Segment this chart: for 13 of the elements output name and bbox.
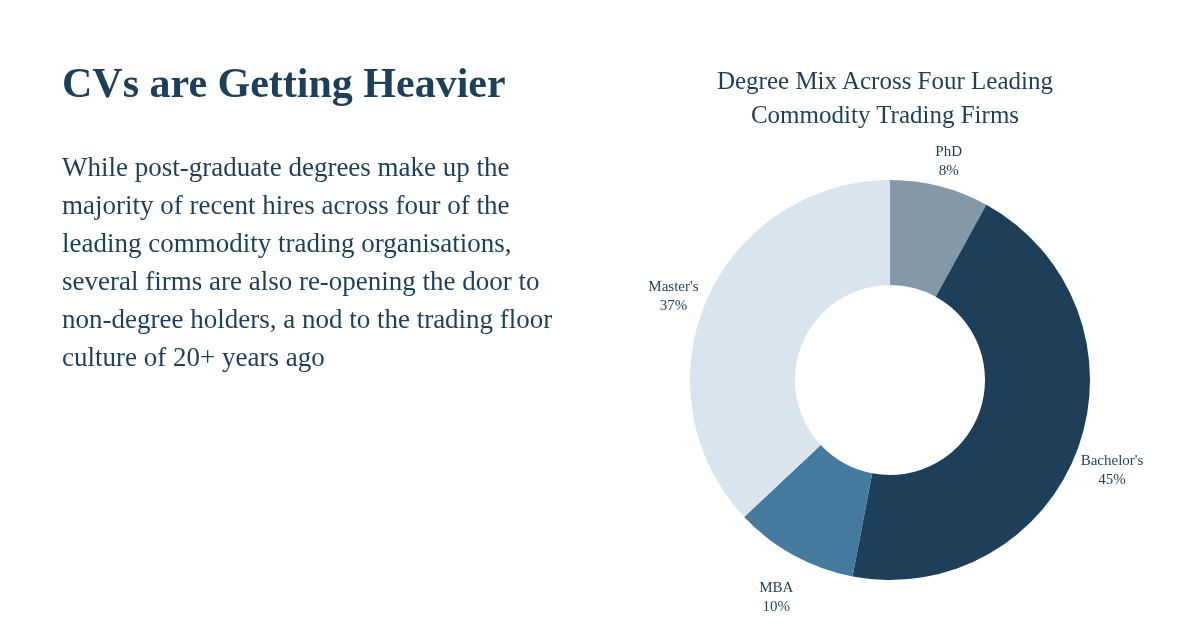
slice-label: PhD	[935, 143, 963, 160]
slice-label: MBA	[759, 578, 794, 595]
slice-label: Bachelor's	[1080, 451, 1144, 468]
donut-slice	[890, 180, 987, 297]
donut-slice	[744, 445, 873, 577]
data-label: 37%	[659, 297, 688, 314]
slice-label: Master's	[648, 278, 699, 295]
chart-title: Degree Mix Across Four Leading Commodity Trading Firms	[715, 66, 1054, 130]
data-label: 45%	[1098, 470, 1126, 487]
data-label: 10%	[762, 597, 791, 614]
data-label: 8%	[938, 162, 959, 179]
text: While post-graduate degrees make up the majority of recent hires across four of the leading commodity trading organisations, several firms are also re-opening the door to non-degree holders, a nod to the trading floor culture of 20+ years ago	[62, 151, 554, 375]
text: CVs are Getting Heavier	[62, 59, 507, 108]
